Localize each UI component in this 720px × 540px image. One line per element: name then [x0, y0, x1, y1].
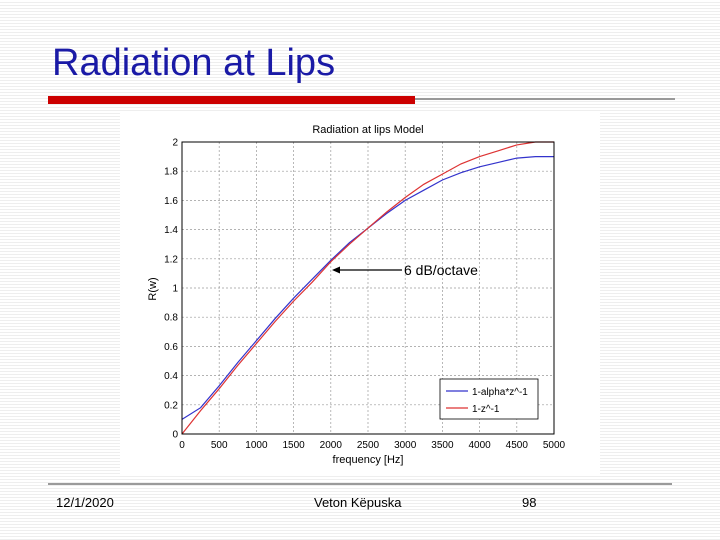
- y-tick-label: 1.6: [164, 196, 178, 207]
- legend-label-1: 1-alpha*z^-1: [472, 387, 528, 398]
- footer-page-number: 98: [522, 495, 537, 510]
- annotation-arrowhead: [332, 266, 340, 274]
- title-rule: [415, 98, 675, 100]
- plot-frame: [181, 141, 555, 435]
- x-tick-label: 1500: [282, 440, 305, 451]
- legend: 1-alpha*z^-1 1-z^-1: [439, 378, 539, 420]
- y-tick-label: 1.4: [164, 225, 178, 236]
- annotation: 6 dB/octave: [332, 262, 478, 278]
- y-axis-label: R(w): [147, 277, 159, 300]
- y-tick-label: 0.8: [164, 313, 178, 324]
- annotation-text: 6 dB/octave: [404, 262, 478, 278]
- grid-lines: [182, 142, 554, 434]
- y-tick-label: 0: [172, 430, 178, 441]
- footer-date: 12/1/2020: [56, 495, 114, 510]
- y-tick-label: 1.2: [164, 254, 178, 265]
- y-tick-label: 2: [172, 138, 178, 149]
- footer-rule: [48, 483, 672, 485]
- footer-author: Veton Këpuska: [314, 495, 402, 510]
- x-tick-label: 4500: [506, 440, 529, 451]
- x-tick-label: 4000: [468, 440, 491, 451]
- x-tick-label: 500: [211, 440, 228, 451]
- y-tick-label: 0.6: [164, 342, 178, 353]
- series-line-2: [181, 141, 554, 435]
- x-tick-label: 2500: [357, 440, 380, 451]
- series-lines: [181, 141, 554, 435]
- y-tick-label: 0.4: [164, 371, 178, 382]
- y-tick-label: 1: [172, 284, 178, 295]
- slide-title: Radiation at Lips: [52, 42, 336, 84]
- y-tick-label: 0.2: [164, 400, 178, 411]
- legend-box: [439, 378, 539, 420]
- x-tick-label: 3000: [394, 440, 417, 451]
- x-tick-label: 1000: [245, 440, 268, 451]
- chart-figure: Radiation at lips Model frequency [Hz] R…: [120, 112, 600, 474]
- x-axis-label: frequency [Hz]: [333, 454, 404, 466]
- x-tick-label: 2000: [320, 440, 343, 451]
- x-tick-label: 0: [179, 440, 185, 451]
- legend-label-2: 1-z^-1: [472, 404, 500, 415]
- tick-labels: 0 500 1000 1500 2000 2500 3000 3500 4000 4500 5000…: [164, 138, 565, 452]
- title-accent-bar: [48, 96, 415, 104]
- y-tick-label: 1.8: [164, 167, 178, 178]
- chart-title: Radiation at lips Model: [312, 124, 423, 136]
- x-tick-label: 3500: [431, 440, 454, 451]
- chart-svg: Radiation at lips Model frequency [Hz] R…: [147, 124, 566, 466]
- x-tick-label: 5000: [543, 440, 566, 451]
